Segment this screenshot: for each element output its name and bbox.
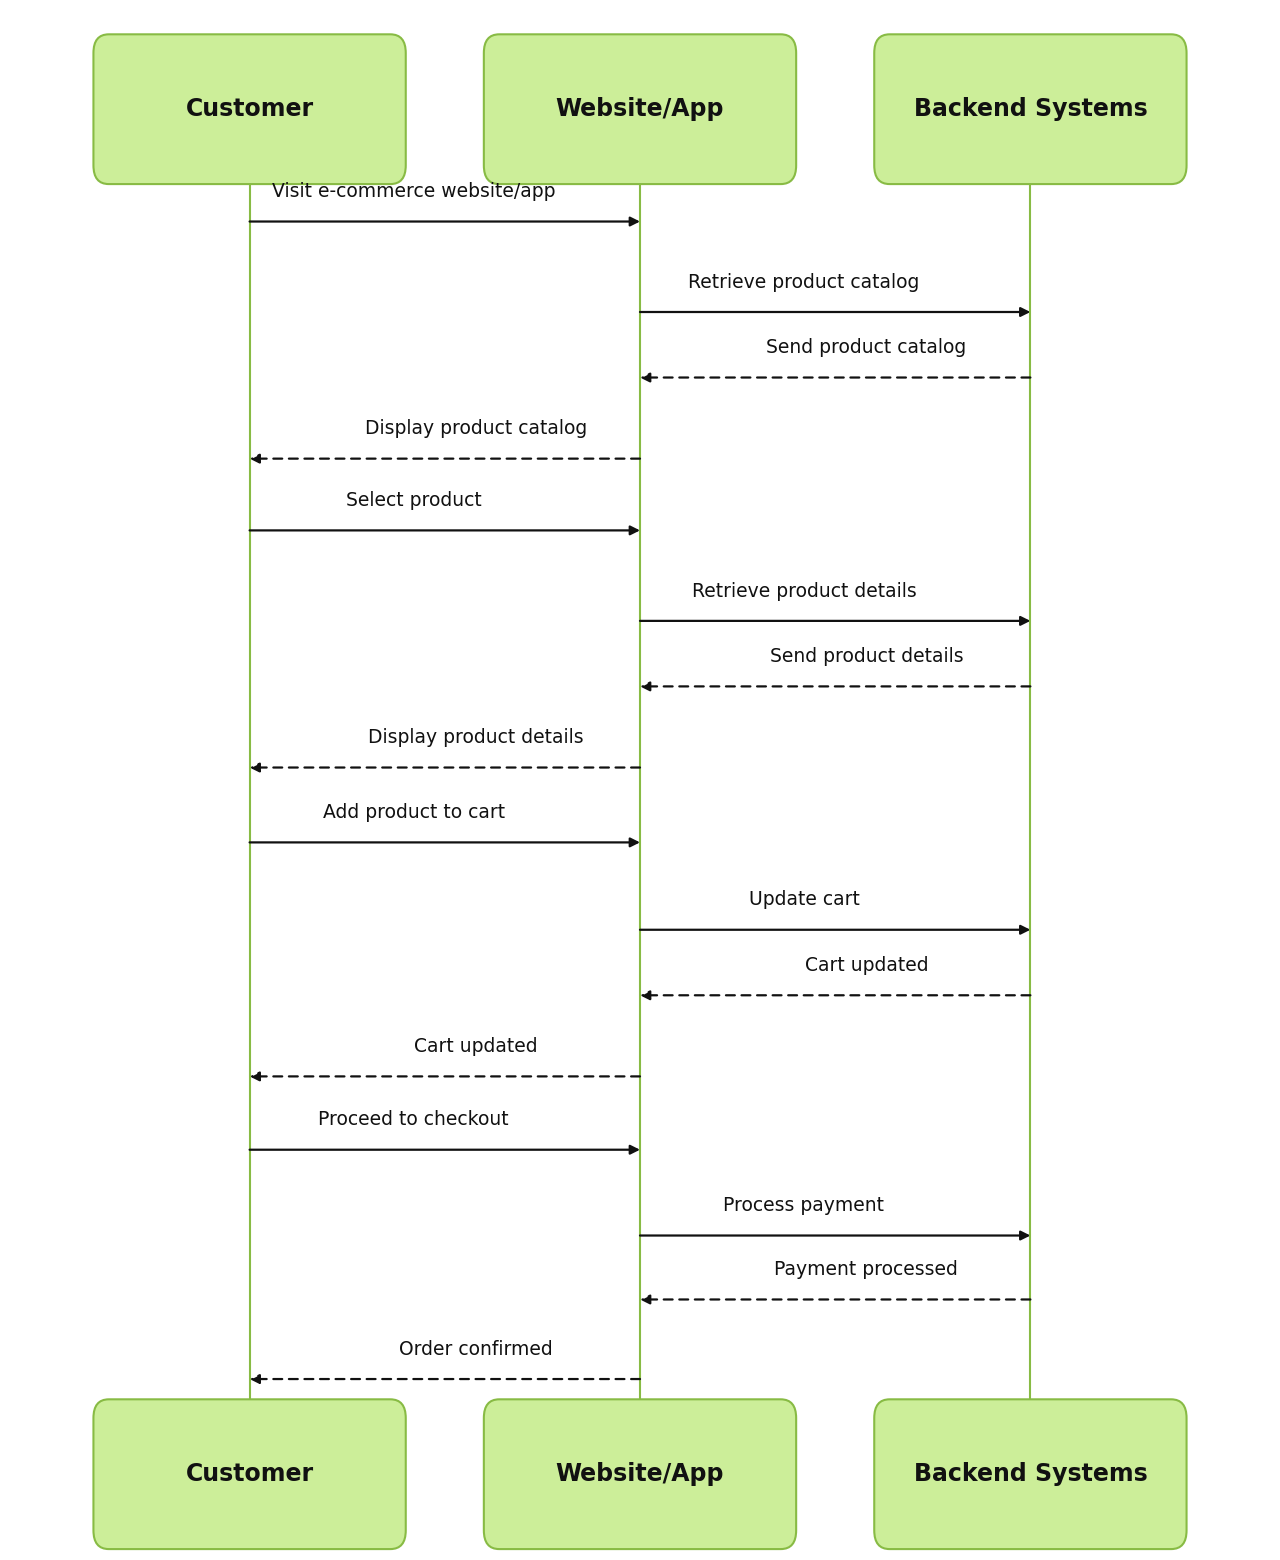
Text: Update cart: Update cart [749,891,859,909]
Text: Order confirmed: Order confirmed [399,1340,553,1359]
Text: Website/App: Website/App [556,97,724,122]
Text: Customer: Customer [186,1462,314,1487]
Text: Select product: Select product [346,491,481,510]
Text: Add product to cart: Add product to cart [323,803,504,822]
Text: Payment processed: Payment processed [774,1260,959,1279]
Text: Proceed to checkout: Proceed to checkout [319,1111,509,1129]
FancyBboxPatch shape [93,34,406,184]
Text: Customer: Customer [186,97,314,122]
Text: Display product details: Display product details [369,729,584,747]
FancyBboxPatch shape [93,1399,406,1549]
Text: Cart updated: Cart updated [805,956,928,975]
Text: Website/App: Website/App [556,1462,724,1487]
Text: Backend Systems: Backend Systems [914,97,1147,122]
FancyBboxPatch shape [484,1399,796,1549]
Text: Display product catalog: Display product catalog [365,420,588,438]
FancyBboxPatch shape [874,34,1187,184]
Text: Retrieve product details: Retrieve product details [691,582,916,601]
Text: Backend Systems: Backend Systems [914,1462,1147,1487]
Text: Send product details: Send product details [769,647,964,666]
Text: Send product catalog: Send product catalog [767,339,966,357]
Text: Process payment: Process payment [723,1197,884,1215]
Text: Retrieve product catalog: Retrieve product catalog [689,273,919,292]
Text: Cart updated: Cart updated [415,1037,538,1056]
Text: Visit e-commerce website/app: Visit e-commerce website/app [271,183,556,201]
FancyBboxPatch shape [874,1399,1187,1549]
FancyBboxPatch shape [484,34,796,184]
